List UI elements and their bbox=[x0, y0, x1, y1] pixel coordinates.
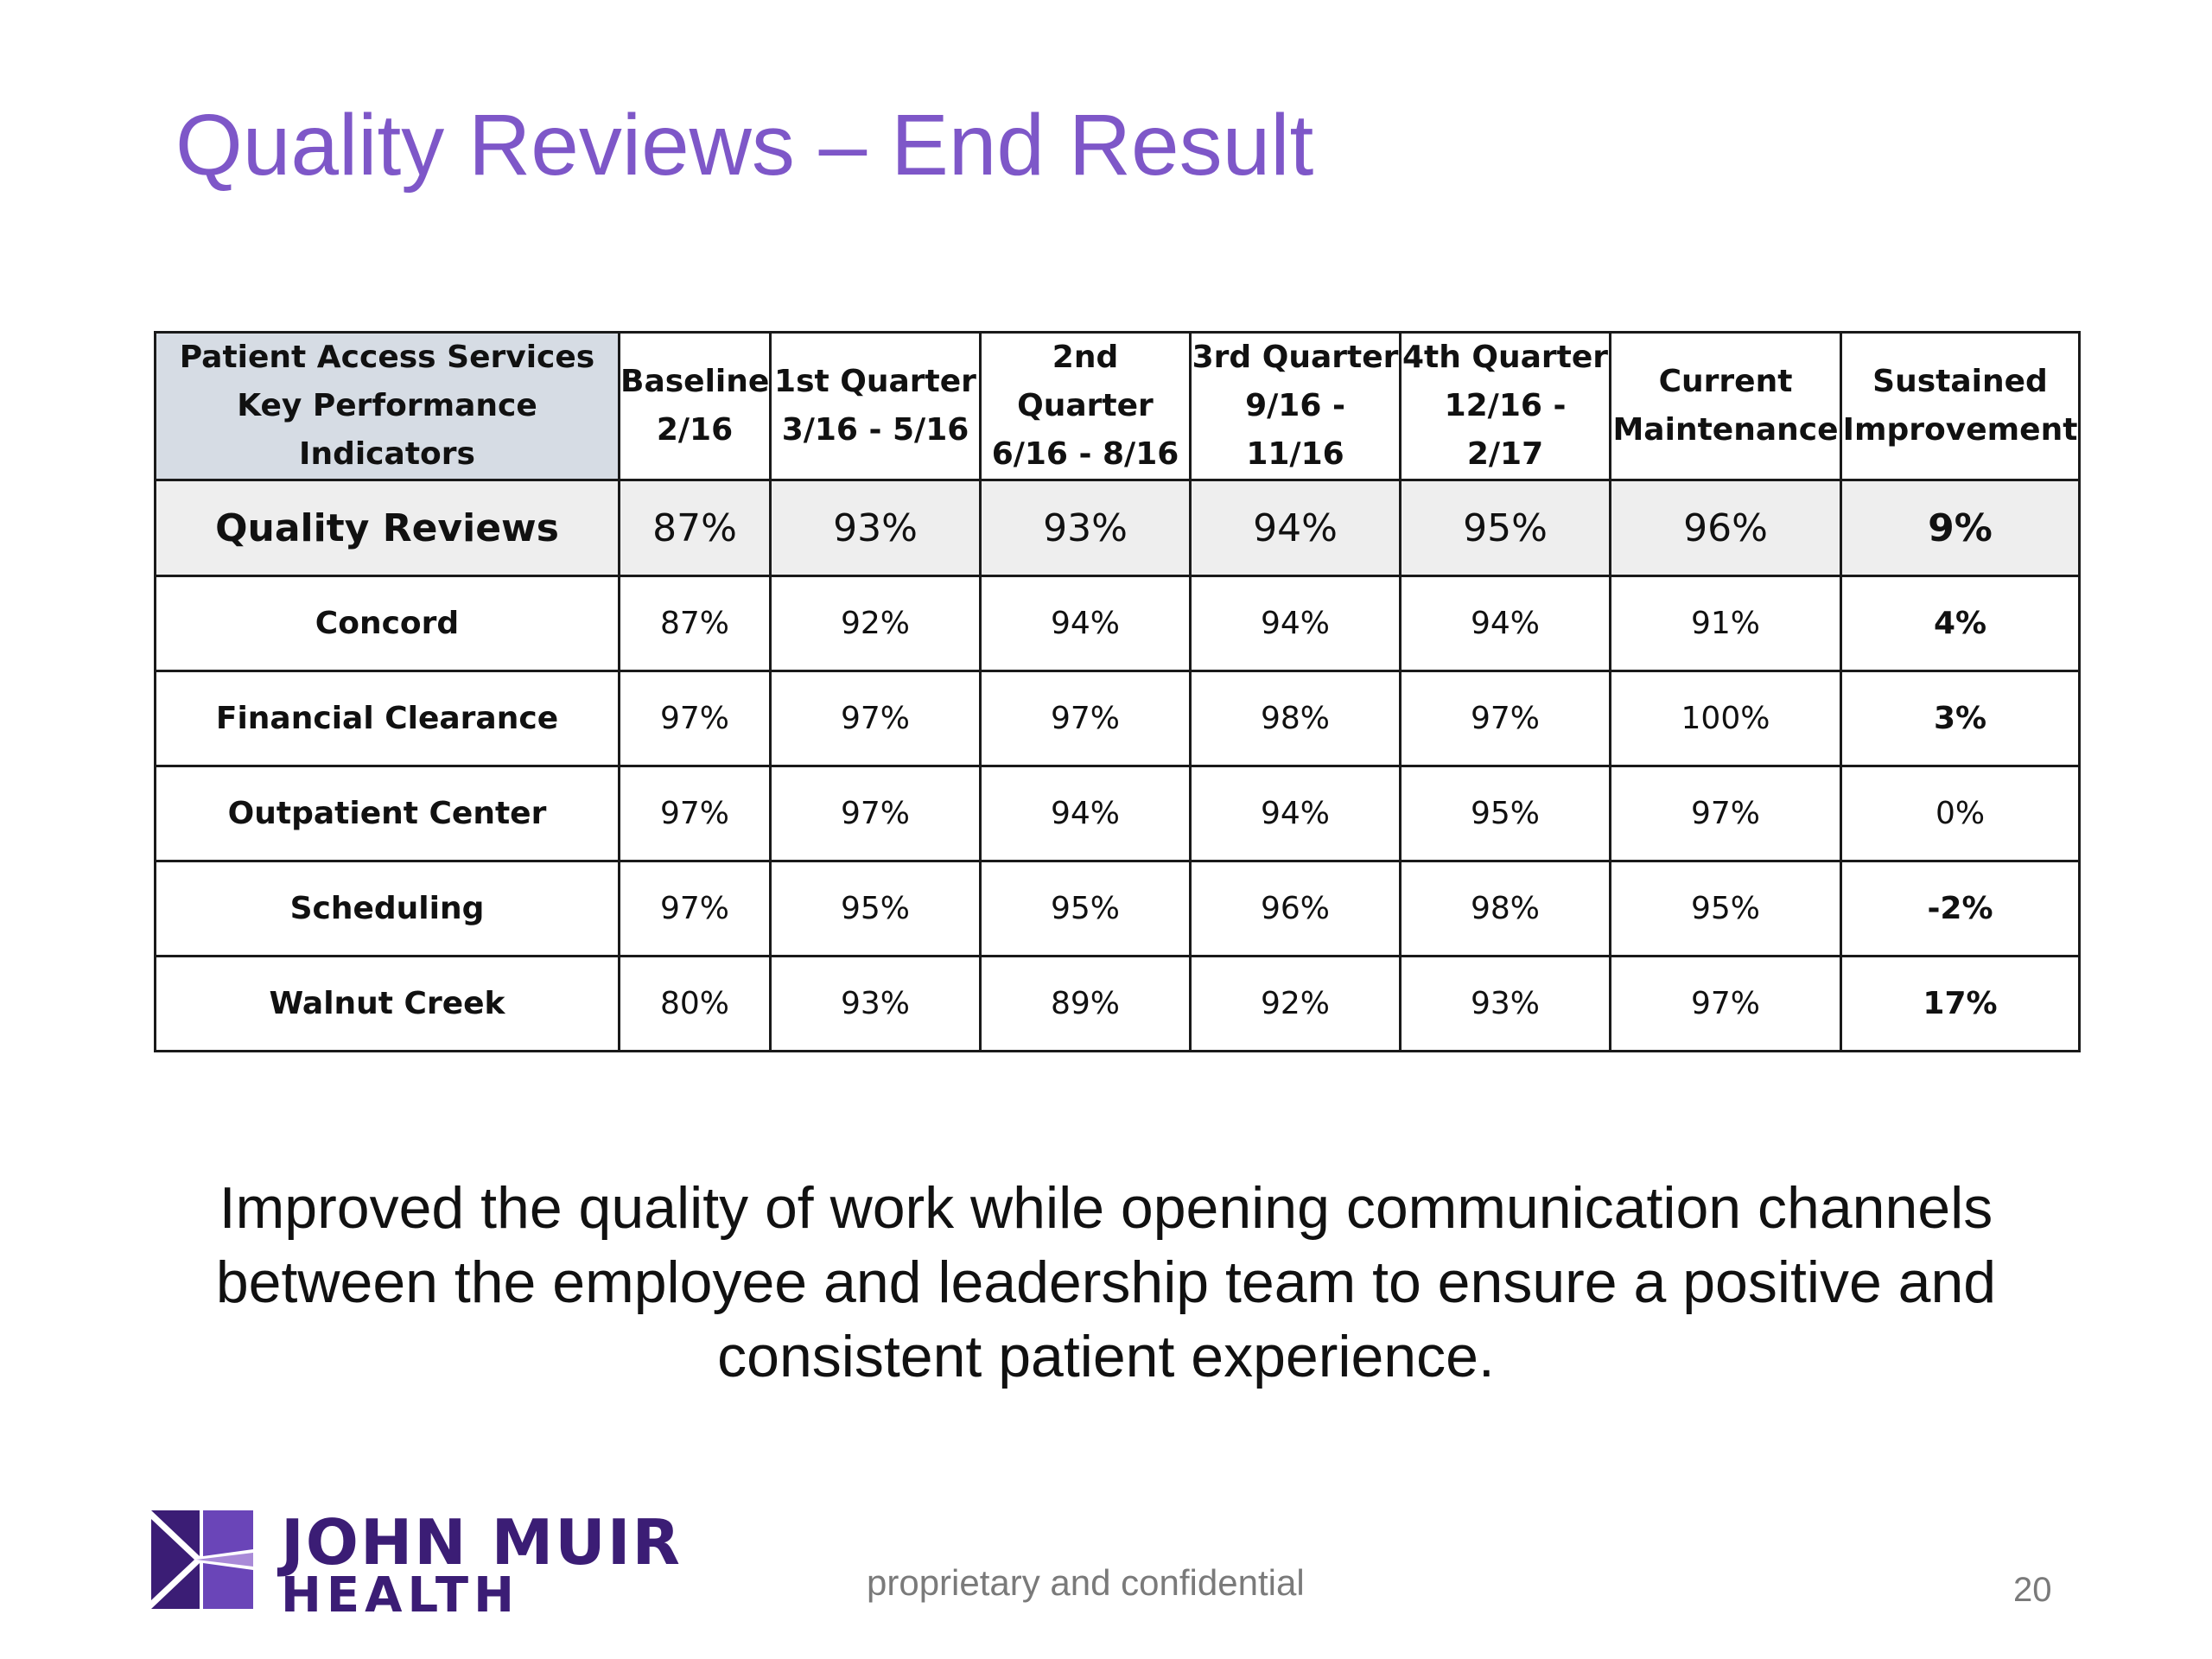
table-cell: 92% bbox=[769, 575, 982, 672]
table-cell: 93% bbox=[1399, 955, 1611, 1052]
row-label: Walnut Creek bbox=[154, 955, 620, 1052]
table-cell: 93% bbox=[769, 479, 982, 577]
table-cell: 97% bbox=[769, 670, 982, 767]
improvement-cell: 9% bbox=[1840, 479, 2081, 577]
table-cell: 94% bbox=[1189, 575, 1402, 672]
row-label: Scheduling bbox=[154, 860, 620, 957]
table-row: Concord 87% 92% 94% 94% 94% 91% 4% bbox=[154, 575, 2081, 672]
table-cell: 97% bbox=[1609, 955, 1842, 1052]
row-label: Concord bbox=[154, 575, 620, 672]
page-number: 20 bbox=[2013, 1571, 2052, 1609]
row-label: Outpatient Center bbox=[154, 765, 620, 862]
table-summary-row: Quality Reviews 87% 93% 93% 94% 95% 96% 9% bbox=[154, 479, 2081, 577]
table-header-row: Patient Access Services Key Performance I… bbox=[154, 331, 2081, 481]
table-cell: 80% bbox=[618, 955, 772, 1052]
table-cell: 95% bbox=[1399, 765, 1611, 862]
table-cell: 98% bbox=[1189, 670, 1402, 767]
table-cell: 94% bbox=[979, 765, 1192, 862]
table-cell: 91% bbox=[1609, 575, 1842, 672]
table-cell: 97% bbox=[618, 765, 772, 862]
column-header: 1st Quarter 3/16 - 5/16 bbox=[769, 331, 982, 481]
logo-wordmark-line2: HEALTH bbox=[281, 1567, 519, 1624]
row-label: Quality Reviews bbox=[154, 479, 620, 577]
column-header: Sustained Improvement bbox=[1840, 331, 2081, 481]
table-cell: 98% bbox=[1399, 860, 1611, 957]
table-row: Outpatient Center 97% 97% 94% 94% 95% 97% 0% bbox=[154, 765, 2081, 862]
table-cell: 97% bbox=[618, 860, 772, 957]
table-cell: 97% bbox=[1609, 765, 1842, 862]
table-cell: 95% bbox=[979, 860, 1192, 957]
column-header: 2nd Quarter 6/16 - 8/16 bbox=[979, 331, 1192, 481]
table-cell: 97% bbox=[979, 670, 1192, 767]
table-cell: 97% bbox=[618, 670, 772, 767]
table-cell: 87% bbox=[618, 575, 772, 672]
table-cell: 95% bbox=[1399, 479, 1611, 577]
improvement-cell: 0% bbox=[1840, 765, 2081, 862]
slide-title: Quality Reviews – End Result bbox=[175, 97, 1314, 194]
row-label: Financial Clearance bbox=[154, 670, 620, 767]
table-cell: 94% bbox=[1399, 575, 1611, 672]
improvement-cell: -2% bbox=[1840, 860, 2081, 957]
improvement-cell: 3% bbox=[1840, 670, 2081, 767]
table-row: Scheduling 97% 95% 95% 96% 98% 95% -2% bbox=[154, 860, 2081, 957]
table-cell: 93% bbox=[769, 955, 982, 1052]
table-cell: 96% bbox=[1189, 860, 1402, 957]
kpi-table: Patient Access Services Key Performance I… bbox=[154, 331, 2081, 1052]
column-header: 3rd Quarter 9/16 - 11/16 bbox=[1189, 331, 1402, 481]
john-muir-health-logo: JOHN MUIR HEALTH bbox=[151, 1506, 687, 1624]
table-cell: 92% bbox=[1189, 955, 1402, 1052]
column-header: 4th Quarter 12/16 - 2/17 bbox=[1399, 331, 1611, 481]
table-cell: 93% bbox=[979, 479, 1192, 577]
improvement-cell: 4% bbox=[1840, 575, 2081, 672]
table-cell: 97% bbox=[769, 765, 982, 862]
logo-wordmark-line1: JOHN MUIR bbox=[281, 1506, 682, 1579]
table-row: Walnut Creek 80% 93% 89% 92% 93% 97% 17% bbox=[154, 955, 2081, 1052]
butterfly-logo-icon bbox=[151, 1510, 253, 1609]
table-cell: 94% bbox=[1189, 765, 1402, 862]
table-cell: 94% bbox=[1189, 479, 1402, 577]
footer-confidential-note: proprietary and confidential bbox=[867, 1562, 1305, 1603]
improvement-cell: 17% bbox=[1840, 955, 2081, 1052]
table-cell: 89% bbox=[979, 955, 1192, 1052]
table-cell: 87% bbox=[618, 479, 772, 577]
column-header: Current Maintenance bbox=[1609, 331, 1842, 481]
table-cell: 96% bbox=[1609, 479, 1842, 577]
table-cell: 95% bbox=[769, 860, 982, 957]
table-cell: 94% bbox=[979, 575, 1192, 672]
column-header: Patient Access Services Key Performance I… bbox=[154, 331, 620, 481]
table-cell: 95% bbox=[1609, 860, 1842, 957]
table-row: Financial Clearance 97% 97% 97% 98% 97% 100% 3% bbox=[154, 670, 2081, 767]
table-cell: 100% bbox=[1609, 670, 1842, 767]
table-cell: 97% bbox=[1399, 670, 1611, 767]
column-header: Baseline 2/16 bbox=[618, 331, 772, 481]
summary-statement: Improved the quality of work while openi… bbox=[215, 1175, 1997, 1389]
